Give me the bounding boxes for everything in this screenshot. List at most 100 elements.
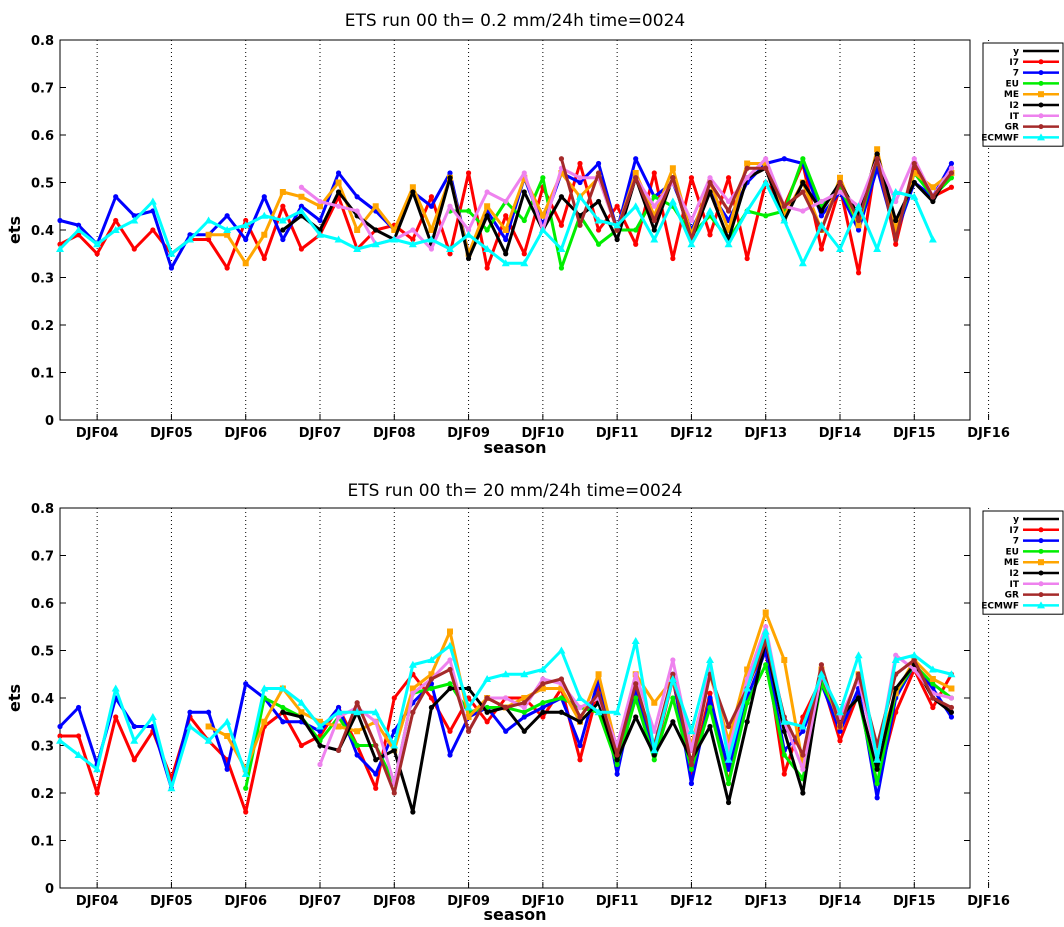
data-point <box>707 179 713 186</box>
data-point <box>354 742 360 749</box>
data-point <box>335 203 342 209</box>
x-tick-label: DJF05 <box>150 426 193 441</box>
data-point <box>521 714 527 720</box>
data-point <box>354 752 360 758</box>
data-point <box>446 641 454 649</box>
data-point <box>503 198 509 205</box>
data-point <box>577 704 583 711</box>
data-point <box>651 757 657 763</box>
data-point <box>502 227 509 233</box>
data-point <box>390 741 399 749</box>
data-point <box>503 728 509 734</box>
data-point <box>186 235 194 243</box>
data-point <box>261 718 268 725</box>
data-point <box>540 681 546 687</box>
data-point <box>373 227 379 233</box>
data-point <box>261 255 267 262</box>
data-point <box>631 202 640 210</box>
data-point <box>131 723 137 730</box>
data-point <box>837 174 843 181</box>
data-point <box>94 251 100 257</box>
chart-title: ETS run 00 th= 20 mm/24h time=0024 <box>348 481 683 501</box>
data-point <box>427 235 436 243</box>
data-point <box>223 226 232 233</box>
data-point <box>334 708 343 716</box>
data-point <box>261 231 268 238</box>
data-point <box>243 236 249 243</box>
data-point <box>614 203 620 209</box>
data-point <box>130 736 139 744</box>
data-point <box>688 766 695 772</box>
legend-marker <box>1038 80 1044 86</box>
data-point <box>241 770 250 777</box>
data-point <box>800 714 806 720</box>
data-point <box>688 175 695 181</box>
data-point <box>521 704 527 711</box>
data-point <box>75 222 82 228</box>
data-point <box>800 728 806 734</box>
data-point <box>56 245 64 252</box>
data-point <box>205 723 212 730</box>
data-point <box>781 752 787 758</box>
data-point <box>818 208 825 214</box>
data-point <box>464 703 473 711</box>
data-point <box>410 236 416 243</box>
data-point <box>428 246 435 252</box>
data-point <box>633 695 639 701</box>
x-tick-label: DJF08 <box>373 426 416 441</box>
data-point <box>724 755 733 763</box>
data-point <box>891 188 900 195</box>
data-point <box>837 728 843 734</box>
legend-label: I7 <box>1009 526 1019 536</box>
data-point <box>521 217 527 224</box>
data-point <box>390 235 399 243</box>
data-point <box>687 240 696 248</box>
x-tick-label: DJF07 <box>299 894 342 909</box>
data-point <box>781 203 787 209</box>
legend-label: IT <box>1010 580 1020 590</box>
data-point <box>148 197 157 205</box>
legend-label: GR <box>1005 591 1019 601</box>
data-point <box>224 766 230 772</box>
y-tick-label: 0.4 <box>31 692 54 707</box>
series-line-IT <box>318 625 952 785</box>
data-point <box>781 657 788 663</box>
data-point <box>447 628 453 635</box>
data-point <box>762 160 769 167</box>
data-point <box>930 704 936 711</box>
data-point <box>540 700 546 706</box>
data-point <box>298 184 305 190</box>
data-point <box>243 809 249 815</box>
data-point <box>595 227 602 233</box>
data-point <box>465 227 472 233</box>
data-point <box>298 193 305 200</box>
data-point <box>261 194 267 200</box>
data-point <box>725 175 732 181</box>
y-tick-label: 0.8 <box>31 34 54 49</box>
data-point <box>278 216 287 224</box>
data-point <box>334 235 343 243</box>
data-point <box>503 704 509 711</box>
data-point <box>335 179 342 186</box>
data-point <box>911 170 918 176</box>
legend-label: I2 <box>1009 569 1019 579</box>
data-point <box>503 251 509 257</box>
data-point <box>148 713 157 720</box>
series-ECMWF <box>56 178 937 267</box>
data-point <box>725 208 732 214</box>
data-point <box>633 671 639 677</box>
x-tick-label: DJF08 <box>373 894 416 909</box>
data-point <box>335 170 342 176</box>
data-point <box>558 695 565 701</box>
data-point <box>465 170 472 176</box>
data-point <box>614 227 620 233</box>
data-point <box>855 671 862 677</box>
data-point <box>373 785 379 791</box>
data-point <box>633 714 639 720</box>
data-point <box>335 723 342 730</box>
data-point <box>893 685 899 692</box>
data-point <box>484 189 490 195</box>
data-point <box>781 728 787 734</box>
x-tick-label: DJF09 <box>447 894 490 909</box>
